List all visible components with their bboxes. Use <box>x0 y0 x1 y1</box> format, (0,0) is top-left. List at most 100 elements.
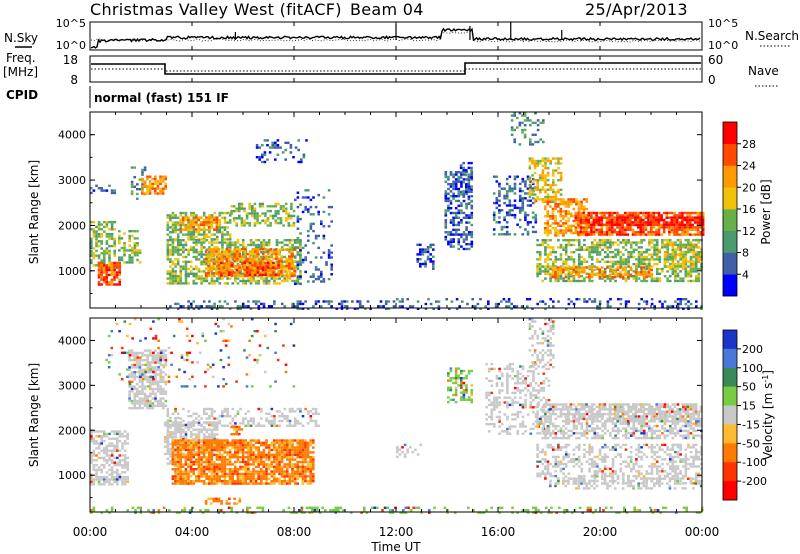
range-gate-cell <box>543 229 547 232</box>
range-gate-cell <box>213 211 216 215</box>
range-gate-cell <box>248 268 252 272</box>
range-gate-cell <box>296 196 300 199</box>
range-gate-cell <box>546 263 550 266</box>
range-gate-cell <box>200 233 203 236</box>
range-gate-cell <box>277 261 280 265</box>
range-gate-cell <box>220 271 223 274</box>
range-gate-cell <box>595 214 598 217</box>
range-gate-cell <box>227 261 231 265</box>
range-gate-cell <box>280 255 283 258</box>
range-gate-cell <box>528 159 532 163</box>
range-gate-cell <box>136 407 139 410</box>
range-gate-cell <box>416 300 420 303</box>
range-gate-cell <box>225 252 229 256</box>
range-gate-cell <box>166 410 170 413</box>
range-gate-cell <box>629 221 632 224</box>
range-gate-cell <box>305 139 308 142</box>
range-gate-cell <box>108 442 111 445</box>
range-gate-cell <box>262 243 266 247</box>
range-gate-cell <box>284 202 288 206</box>
range-gate-cell <box>673 231 676 234</box>
power-colorbar-tick: 24 <box>742 160 756 173</box>
range-gate-cell <box>280 415 284 418</box>
range-gate-cell <box>541 188 545 191</box>
range-gate-cell <box>533 193 537 196</box>
range-gate-cell <box>536 265 539 268</box>
range-gate-cell <box>627 277 630 280</box>
range-gate-cell <box>251 214 254 218</box>
range-gate-cell <box>543 205 547 208</box>
range-gate-cell <box>184 275 188 278</box>
range-gate-cell <box>618 226 622 229</box>
range-gate-cell <box>449 245 453 248</box>
range-gate-cell <box>197 231 201 234</box>
range-gate-cell <box>637 265 641 268</box>
range-gate-cell <box>645 251 649 254</box>
range-gate-cell <box>692 253 695 256</box>
range-gate-cell <box>143 373 147 376</box>
range-gate-cell <box>174 279 177 283</box>
range-gate-cell <box>228 219 232 222</box>
range-gate-cell <box>252 241 255 244</box>
range-gate-cell <box>508 175 512 178</box>
range-gate-cell <box>187 235 190 239</box>
range-gate-cell <box>460 173 463 176</box>
range-gate-cell <box>169 272 172 275</box>
range-gate-cell <box>262 282 266 285</box>
range-gate-cell <box>233 274 236 277</box>
range-gate-cell <box>562 203 565 206</box>
range-gate-cell <box>562 198 565 201</box>
range-gate-cell <box>296 263 300 266</box>
range-gate-cell <box>256 260 260 263</box>
range-gate-cell <box>169 282 172 285</box>
range-gate-cell <box>202 214 206 217</box>
range-gate-cell <box>222 257 226 261</box>
range-gate-cell <box>465 169 468 172</box>
range-gate-cell <box>123 232 126 235</box>
range-gate-cell <box>296 239 300 242</box>
range-gate-cell <box>649 228 653 231</box>
range-gate-cell <box>533 198 537 201</box>
range-gate-cell <box>273 248 276 251</box>
range-gate-cell <box>232 219 236 222</box>
range-gate-cell <box>637 273 640 276</box>
range-gate-cell <box>210 279 214 283</box>
range-gate-cell <box>195 417 198 420</box>
range-gate-cell <box>248 261 252 265</box>
range-gate-cell <box>213 228 216 231</box>
range-gate-cell <box>300 158 303 161</box>
range-gate-cell <box>100 437 103 440</box>
range-gate-cell <box>215 424 219 427</box>
range-gate-cell <box>110 451 114 455</box>
range-gate-cell <box>282 267 286 270</box>
range-gate-cell <box>521 177 525 181</box>
range-gate-cell <box>673 226 676 229</box>
range-gate-cell <box>128 407 131 410</box>
range-gate-cell <box>166 415 170 418</box>
range-gate-cell <box>470 243 474 246</box>
range-gate-cell <box>267 241 271 244</box>
range-gate-cell <box>626 219 630 222</box>
range-gate-cell <box>231 407 235 411</box>
range-gate-cell <box>595 223 598 227</box>
range-gate-cell <box>176 235 180 239</box>
range-gate-cell <box>686 228 689 231</box>
range-gate-cell <box>679 258 682 261</box>
range-gate-cell <box>572 268 575 272</box>
range-gate-cell <box>549 267 552 271</box>
range-gate-cell <box>340 307 344 310</box>
range-gate-cell <box>626 223 629 226</box>
range-gate-cell <box>655 255 659 259</box>
range-gate-cell <box>151 361 155 364</box>
range-gate-cell <box>256 252 260 256</box>
range-gate-cell <box>513 233 517 236</box>
range-gate-cell <box>701 214 705 217</box>
range-gate-cell <box>678 221 682 224</box>
range-gate-cell <box>309 261 313 264</box>
range-gate-cell <box>282 224 285 227</box>
range-gate-cell <box>526 192 530 195</box>
range-gate-cell <box>162 402 165 405</box>
range-gate-cell <box>663 275 667 278</box>
range-gate-cell <box>572 258 576 261</box>
nave-tick-top: 60 <box>708 53 723 67</box>
